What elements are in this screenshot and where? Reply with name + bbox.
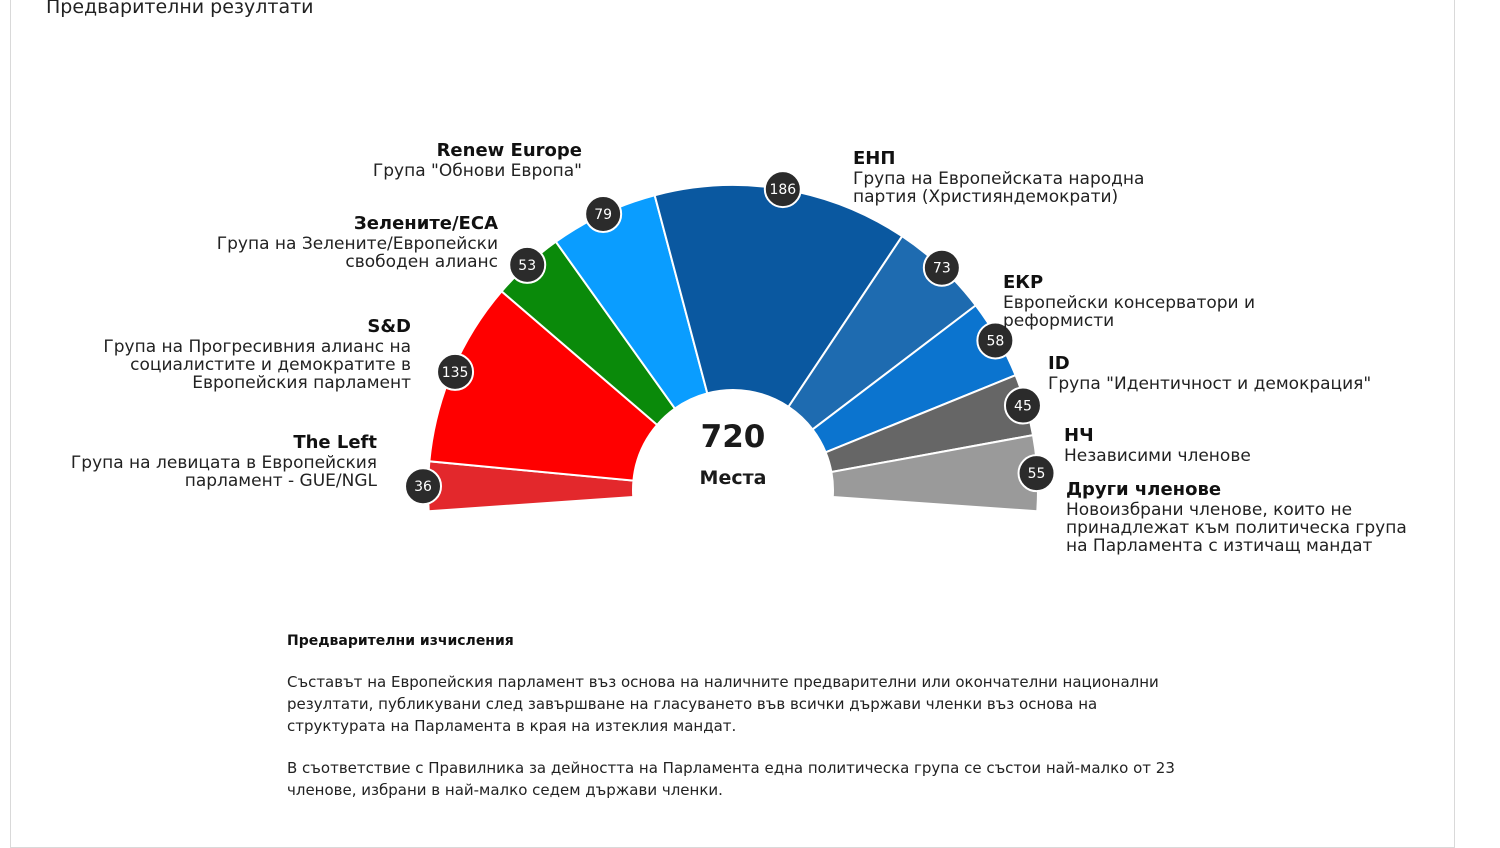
group-name: S&D <box>367 316 411 337</box>
seat-count-others: 55 <box>1028 466 1046 482</box>
notes-title: Предварителни изчисления <box>287 633 514 649</box>
hemicycle-chart: 36 135 53 79 186 73 58 45 55 720 Места <box>404 170 1056 513</box>
seat-count-sd: 135 <box>442 365 469 381</box>
seat-count-greens: 53 <box>518 258 536 274</box>
total-seats-value: 720 <box>701 419 766 455</box>
content-frame <box>10 0 1455 848</box>
seat-badge-sd <box>436 352 475 391</box>
group-name: Други членове <box>1066 479 1222 500</box>
seat-count-left: 36 <box>414 479 432 495</box>
group-label-id: ID Група "Идентичност и демокрация" <box>1048 353 1371 393</box>
seat-badge-renew <box>584 195 623 234</box>
seat-badge-id <box>976 321 1015 360</box>
group-full-name: Новоизбрани членове, които не принадлежа… <box>1066 500 1407 556</box>
group-label-left: The Left Група на левицата в Европейския … <box>71 432 377 490</box>
group-label-ecr: ЕКР Европейски консерватори и реформисти <box>1003 272 1255 330</box>
group-label-greens: Зелените/ЕСА Група на Зелените/Европейски… <box>217 213 498 271</box>
group-name: ЕКР <box>1003 272 1044 293</box>
group-label-sd: S&D Група на Прогресивния алианс на социа… <box>103 316 411 392</box>
seat-badge-epp <box>763 170 802 209</box>
group-full-name: Европейски консерватори и реформисти <box>1003 293 1256 331</box>
group-full-name: Група на Зелените/Европейски свободен ал… <box>216 234 498 272</box>
group-full-name: Група "Обнови Европа" <box>372 161 582 181</box>
group-label-ni: НЧ Независими членове <box>1064 425 1251 465</box>
seat-count-ecr: 73 <box>933 261 951 277</box>
seat-count-id: 58 <box>986 333 1004 349</box>
seat-count-renew: 79 <box>594 207 612 223</box>
seat-badge-ecr <box>922 248 961 287</box>
seat-count-epp: 186 <box>769 182 796 198</box>
group-label-epp: ЕНП Група на Европейската народна партия … <box>853 148 1144 206</box>
group-label-others: Други членове Новоизбрани членове, които … <box>1066 479 1407 555</box>
group-name: Renew Europe <box>436 140 582 161</box>
group-name: Зелените/ЕСА <box>353 213 498 234</box>
notes-paragraph: В съответствие с Правилника за дейността… <box>287 759 1175 799</box>
notes-paragraph: Съставът на Европейския парламент въз ос… <box>287 673 1159 735</box>
group-name: ЕНП <box>853 148 896 169</box>
group-full-name: Група на левицата в Европейския парламен… <box>70 453 377 491</box>
page-heading: Предварителни резултати <box>46 0 314 18</box>
notes-section: Предварителни изчисления Съставът на Евр… <box>287 633 1177 821</box>
seat-badge-greens <box>508 245 547 284</box>
group-name: НЧ <box>1064 425 1094 446</box>
seat-badge-ni <box>1003 386 1042 425</box>
seat-count-ni: 45 <box>1014 399 1032 415</box>
group-name: ID <box>1048 353 1070 374</box>
seat-badge-left <box>404 467 443 506</box>
group-full-name: Група "Идентичност и демокрация" <box>1048 374 1372 394</box>
slice-epp[interactable] <box>653 184 904 409</box>
total-seats-label: Места <box>700 467 767 489</box>
slice-sd[interactable] <box>428 289 659 482</box>
group-full-name: Група на Европейската народна партия (Хр… <box>853 169 1145 207</box>
group-full-name: Независими членове <box>1064 446 1251 466</box>
group-label-renew: Renew Europe Група "Обнови Европа" <box>373 140 582 180</box>
seat-badge-others <box>1017 454 1056 493</box>
group-full-name: Група на Прогресивния алианс на социалис… <box>103 337 411 393</box>
group-name: The Left <box>293 432 377 453</box>
